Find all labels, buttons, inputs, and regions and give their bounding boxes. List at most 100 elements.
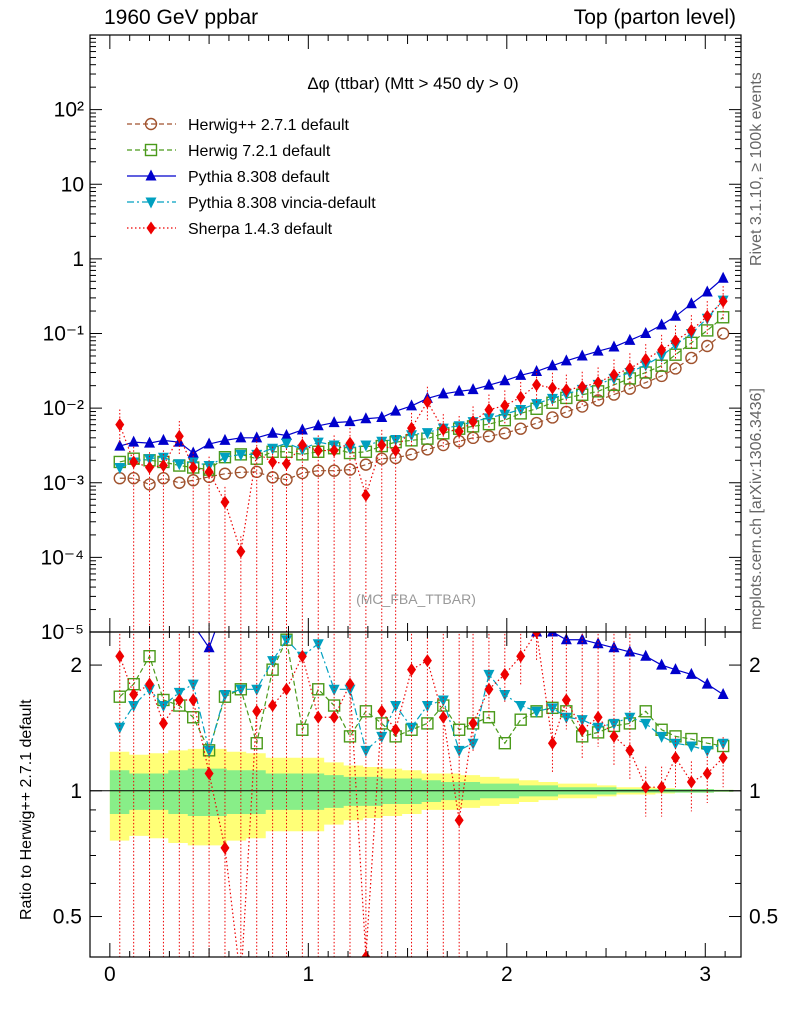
ratio-point (268, 699, 278, 713)
data-point (547, 381, 557, 395)
x-tick-label: 2 (501, 963, 513, 986)
ratio-point (593, 710, 603, 724)
ratio-point (670, 663, 682, 675)
data-point (129, 455, 139, 469)
ratio-point (297, 649, 307, 663)
data-point (530, 416, 543, 430)
ratio-line-vincia (119, 638, 724, 753)
data-point (157, 433, 169, 445)
ratio-point (158, 716, 168, 730)
ratio-point (718, 751, 728, 765)
data-point (641, 352, 651, 366)
series-line-2 (119, 277, 724, 454)
ratio-point (250, 737, 263, 750)
ratio-point (359, 705, 373, 718)
main-plot-area (113, 271, 730, 632)
ratio-point (592, 722, 604, 734)
ratio-point (657, 780, 667, 794)
data-point (329, 444, 339, 458)
data-point (454, 424, 464, 438)
data-point (407, 421, 417, 435)
ratio-y-tick-label: 2 (70, 654, 82, 677)
ratio-point (640, 649, 652, 661)
ratio-point (625, 743, 635, 757)
data-point (406, 399, 418, 411)
ratio-point (498, 737, 512, 750)
data-point (516, 390, 526, 404)
ratio-point (532, 632, 542, 639)
data-point (220, 495, 230, 509)
ratio-point (499, 598, 510, 609)
ratio-point (174, 693, 184, 707)
ratio-y-tick-label-right: 0.5 (749, 906, 778, 929)
data-point (483, 378, 495, 390)
data-point (281, 457, 291, 471)
ratio-point (204, 767, 214, 781)
ratio-point (702, 767, 712, 781)
data-point (406, 430, 418, 442)
ratio-point (236, 975, 245, 988)
ratio-point (313, 710, 323, 724)
ratio-point (313, 552, 324, 563)
ratio-point (577, 723, 587, 737)
data-point (267, 426, 279, 438)
data-point (577, 380, 587, 394)
ratio-point (499, 690, 511, 702)
ratio-point (281, 557, 292, 568)
data-point (592, 344, 604, 356)
legend-label: Herwig++ 2.7.1 default (188, 117, 350, 134)
data-point (204, 465, 214, 479)
ratio-point (686, 775, 696, 789)
data-point (546, 359, 558, 371)
ratio-point (484, 682, 494, 696)
ratio-line-sherpa (119, 632, 724, 957)
y-tick-label: 10⁻¹ (43, 323, 84, 346)
ratio-point (187, 679, 199, 691)
data-point (531, 399, 543, 411)
data-point (468, 415, 478, 429)
data-point (187, 446, 199, 458)
ratio-point (547, 736, 557, 750)
ratio-point (438, 710, 448, 724)
ratio-point (624, 645, 636, 657)
legend-marker (145, 197, 157, 209)
data-point (115, 418, 125, 432)
ratio-line-herwig7 (119, 637, 724, 752)
ratio-point (656, 658, 668, 670)
data-point (576, 400, 589, 413)
ratio-point (483, 598, 494, 609)
ratio-point (219, 690, 231, 702)
data-point (235, 431, 247, 443)
data-point (359, 458, 373, 471)
data-point (499, 374, 511, 386)
ratio-point (640, 718, 652, 730)
data-point (560, 405, 573, 419)
data-point (607, 388, 621, 401)
data-point (219, 433, 231, 445)
data-point (685, 297, 697, 309)
ratio-point (158, 573, 169, 584)
ratio-point (701, 745, 713, 757)
y-tick-label: 10 (61, 173, 84, 196)
data-point (484, 403, 494, 417)
data-point (391, 444, 401, 458)
data-point (128, 435, 140, 447)
ratio-y-tick-label: 0.5 (53, 906, 82, 929)
legend-marker (145, 169, 157, 181)
ratio-point (252, 704, 262, 718)
ratio-point (203, 641, 215, 653)
data-point (114, 463, 126, 475)
data-point (313, 444, 323, 458)
ratio-point (561, 693, 571, 707)
ratio-y-tick-label-right: 2 (749, 654, 761, 677)
energy-label: 1960 GeV ppbar (104, 6, 259, 29)
data-point (561, 383, 571, 397)
data-point (514, 422, 527, 435)
data-point (437, 438, 450, 452)
data-point (158, 459, 168, 473)
ratio-point (515, 701, 527, 713)
data-point (560, 354, 572, 366)
data-point (671, 334, 681, 348)
data-point (145, 461, 155, 475)
